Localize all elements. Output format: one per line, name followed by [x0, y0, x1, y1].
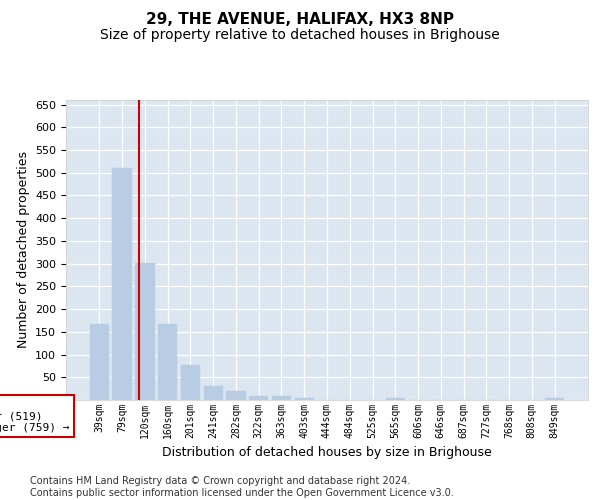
Text: Contains HM Land Registry data © Crown copyright and database right 2024.
Contai: Contains HM Land Registry data © Crown c… [30, 476, 454, 498]
Bar [158, 324, 178, 400]
Bar [135, 262, 155, 400]
X-axis label: Distribution of detached houses by size in Brighouse: Distribution of detached houses by size … [162, 446, 492, 460]
Bar [90, 324, 109, 400]
Text: 29, THE AVENUE, HALIFAX, HX3 8NP: 29, THE AVENUE, HALIFAX, HX3 8NP [146, 12, 454, 28]
Bar [181, 366, 200, 400]
Text: Size of property relative to detached houses in Brighouse: Size of property relative to detached ho… [100, 28, 500, 42]
Bar [226, 391, 245, 400]
Bar [295, 398, 314, 400]
Y-axis label: Number of detached properties: Number of detached properties [17, 152, 29, 348]
Bar [545, 398, 564, 400]
Bar [112, 168, 132, 400]
Bar [386, 398, 405, 400]
Bar [249, 396, 268, 400]
Bar [272, 396, 291, 400]
Bar [203, 386, 223, 400]
Text: 29 THE AVENUE: 110sqm
← 41% of detached houses are smaller (519)
59% of semi-det: 29 THE AVENUE: 110sqm ← 41% of detached … [0, 400, 70, 433]
